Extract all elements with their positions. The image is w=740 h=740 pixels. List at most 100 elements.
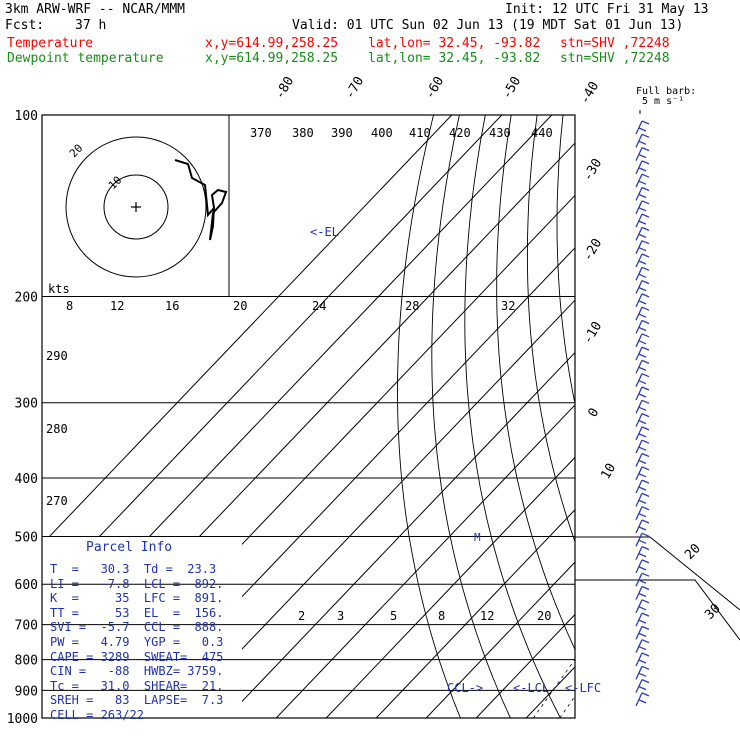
ccl-annotation: CCL-> xyxy=(447,681,483,695)
parcel-info-title: Parcel Info xyxy=(86,540,173,555)
isotherm-label: 10 xyxy=(598,461,619,482)
mixing-ratio-line xyxy=(532,658,575,718)
pressure-label: 700 xyxy=(15,619,38,634)
isotherm-line xyxy=(375,508,575,718)
wind-barb xyxy=(635,426,650,441)
pressure-label: 800 xyxy=(15,654,38,669)
speed-scale-label: 24 xyxy=(312,299,326,313)
pressure-label: 200 xyxy=(15,291,38,306)
mixing-ratio-label: 12 xyxy=(480,609,494,623)
isotherm-label: 0 xyxy=(585,406,602,420)
parcel-info-row: CAPE = 3289 SWEAT= 475 xyxy=(50,649,224,664)
wind-barb xyxy=(635,532,650,547)
wind-barb xyxy=(635,160,650,175)
pressure-label: 500 xyxy=(15,530,38,545)
wind-barb xyxy=(635,559,650,574)
dewpoint-legend-xy: x,y=614.99,258.25 xyxy=(205,51,339,66)
axis-extension-line xyxy=(575,579,740,641)
speed-scale-label: 8 xyxy=(66,299,73,313)
wind-barb xyxy=(635,479,650,494)
wind-barb xyxy=(635,585,650,600)
mixing-ratio-line xyxy=(559,695,575,718)
wind-barb xyxy=(635,546,650,560)
melting-level-annotation: M xyxy=(474,531,481,544)
parcel-info-row: SREH = 83 LAPSE= 7.3 xyxy=(50,693,224,708)
potential-temperature-label: 380 xyxy=(292,126,314,140)
wind-barb xyxy=(635,413,650,427)
potential-temperature-label: 270 xyxy=(46,494,68,508)
mixing-ratio-line xyxy=(595,584,687,718)
pressure-label: 600 xyxy=(15,578,38,593)
wind-barb xyxy=(635,679,650,693)
mixing-ratio-line xyxy=(659,584,740,718)
pressure-label: 900 xyxy=(15,684,38,699)
temperature-legend-latlon: lat,lon= 32.45, -93.82 xyxy=(368,36,541,51)
moist-adiabat-line xyxy=(736,297,740,719)
dry-adiabat-line xyxy=(397,115,461,718)
wind-barb xyxy=(635,439,650,454)
wind-barb xyxy=(635,466,650,481)
isotherm-label: -50 xyxy=(499,74,524,102)
isotherm-line xyxy=(614,102,740,731)
parcel-info-row: CIN = -88 HWBZ= 3759. xyxy=(50,664,224,679)
isotherm-line xyxy=(225,351,575,718)
potential-temperature-label: 370 xyxy=(250,126,272,140)
potential-temperature-label: 280 xyxy=(46,422,68,436)
wind-barb xyxy=(635,452,650,467)
temperature-legend-station: stn=SHV ,72248 xyxy=(560,36,670,51)
dry-adiabat-line xyxy=(718,115,740,731)
dry-adiabat-line xyxy=(640,115,740,731)
wind-barb xyxy=(635,692,650,707)
hodograph-trace xyxy=(174,159,228,241)
isotherm-label: 20 xyxy=(682,541,704,563)
isotherm-line xyxy=(714,102,740,731)
mixing-ratio-label: 8 xyxy=(438,609,445,623)
wind-barb xyxy=(635,612,650,627)
dewpoint-profile-line xyxy=(588,115,740,715)
wind-barb xyxy=(635,306,650,321)
parcel-info-row: PW = 4.79 YGP = 0.3 xyxy=(50,635,224,649)
wind-barb xyxy=(635,492,650,507)
parcel-info-row: K = 35 LFC = 891. xyxy=(50,591,224,606)
wind-barb xyxy=(635,599,650,614)
isotherm-line xyxy=(525,666,575,718)
wind-barb xyxy=(635,639,650,653)
potential-temperature-label: 400 xyxy=(371,126,393,140)
dewpoint-legend-station: stn=SHV ,72248 xyxy=(560,51,670,66)
lfc-annotation: <-LFC xyxy=(565,681,601,695)
wind-barb xyxy=(635,266,650,281)
el-annotation: <-EL xyxy=(310,225,339,239)
isotherm-label: -40 xyxy=(577,79,602,107)
wind-barb xyxy=(635,253,650,268)
forecast-hours: 37 h xyxy=(75,18,107,33)
dewpoint-legend-latlon: lat,lon= 32.45, -93.82 xyxy=(368,51,541,66)
speed-scale-label: 20 xyxy=(233,299,247,313)
wind-barb xyxy=(635,226,650,241)
pressure-label: 1000 xyxy=(7,712,38,727)
potential-temperature-label: 430 xyxy=(489,126,511,140)
speed-scale-label: 12 xyxy=(110,299,124,313)
parcel-panel-background xyxy=(42,537,242,718)
isotherm-label: -20 xyxy=(580,236,605,264)
parcel-info-row: TT = 53 EL = 156. xyxy=(50,605,224,620)
wind-barb xyxy=(635,519,650,534)
isotherm-label: -80 xyxy=(272,74,297,102)
mixing-ratio-label: 5 xyxy=(390,609,397,623)
wind-barb xyxy=(635,319,650,334)
moist-adiabat-line xyxy=(696,297,740,719)
pressure-label: 300 xyxy=(15,397,38,412)
axis-extension-line xyxy=(575,536,740,611)
pressure-label: 400 xyxy=(15,472,38,487)
moist-adiabat-line xyxy=(716,297,740,719)
temperature-legend-name: Temperature xyxy=(7,36,94,51)
wind-barb xyxy=(635,240,650,254)
dry-adiabat-line xyxy=(556,115,575,406)
dry-adiabat-line xyxy=(526,115,575,544)
isotherm-line xyxy=(42,115,453,546)
potential-temperature-label: 420 xyxy=(449,126,471,140)
temperature-legend-xy: x,y=614.99,258.25 xyxy=(205,36,339,51)
wind-barb xyxy=(635,133,650,148)
wind-barb xyxy=(635,280,650,294)
dry-adiabat-line xyxy=(667,115,740,731)
